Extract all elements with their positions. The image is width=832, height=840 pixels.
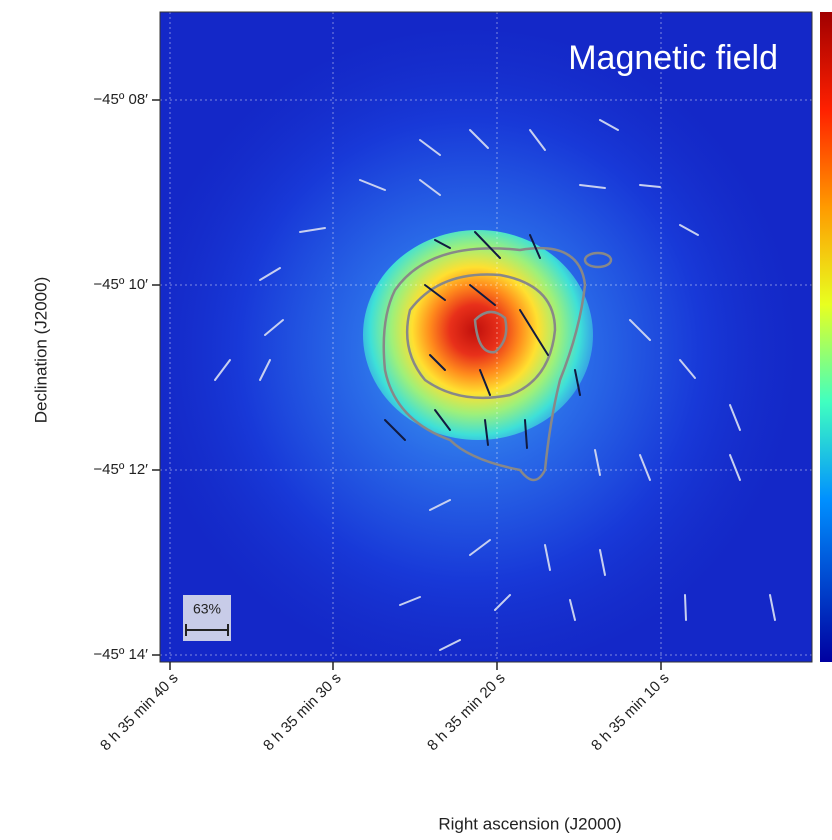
x-axis-title: Right ascension (J2000) [438,814,621,833]
scale-bar-label: 63% [193,601,221,617]
y-tick-label: −45º 14′ [93,646,148,663]
scale-bar: 63% [183,595,231,641]
x-tick-label: 8 h 35 min 10 s [588,670,673,755]
figure: Magnetic field 63% −45º 08′ −45º 10′ −45º … [0,0,832,840]
y-tick-label: −45º 12′ [93,461,148,478]
x-tick-label: 8 h 35 min 30 s [260,670,345,755]
panel-label: Magnetic field [568,39,778,77]
y-axis-title: Declination (J2000) [31,277,50,423]
y-tick-label: −45º 08′ [93,91,148,108]
map [140,12,812,670]
colorbar [820,12,832,662]
x-tick-label: 8 h 35 min 40 s [97,670,182,755]
x-tick-label: 8 h 35 min 20 s [424,670,509,755]
y-tick-label: −45º 10′ [93,276,148,293]
